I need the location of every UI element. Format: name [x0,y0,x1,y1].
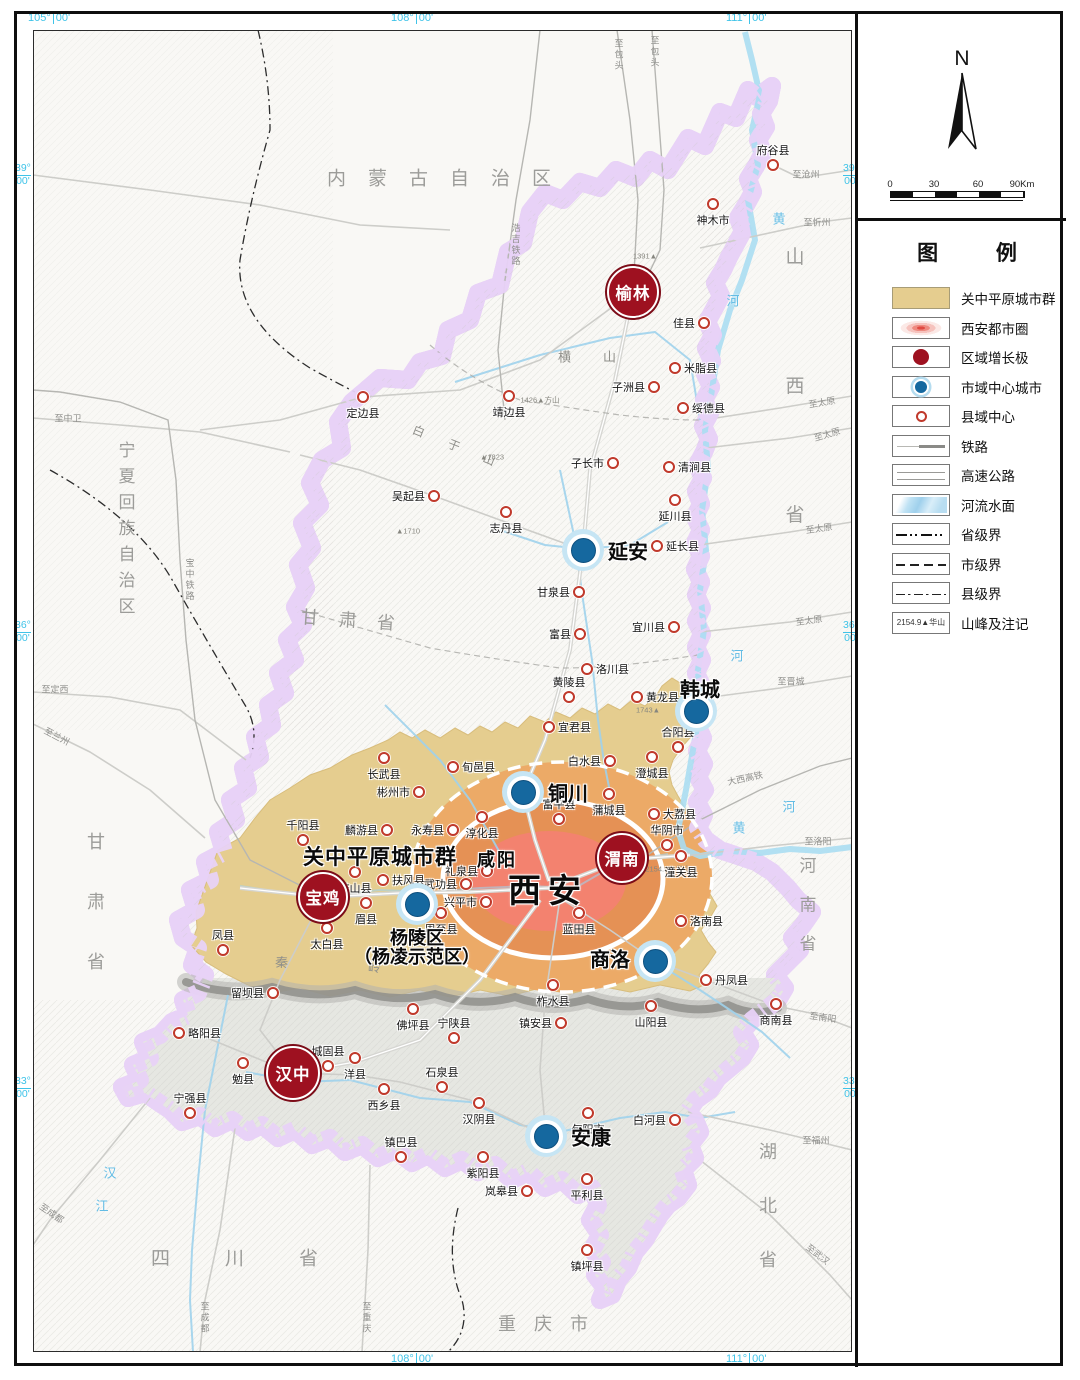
legend-item: 县域中心 [892,405,1058,427]
scale-tick-label: 60 [972,179,984,190]
legend-swatch-area-icon [892,287,950,309]
north-label: N [954,47,970,70]
legend-item: 区域增长极 [892,346,1058,368]
legend-item: 县级界 [892,582,1058,604]
legend-title: 图 例 [917,242,1043,265]
legend-item: 关中平原城市群 [892,287,1058,309]
compass-scale-box: N 0 30 60 90Km [858,11,1066,221]
legend-item-label: 区域增长极 [961,351,1029,366]
legend-item: 2154.9▲华山 山峰及注记 [892,611,1058,634]
legend-item-label: 省级界 [961,528,1002,543]
legend-item-label: 市域中心城市 [961,380,1042,396]
legend-item: 市级界 [892,552,1058,575]
scale-tick-label: 0 [887,179,893,190]
legend-swatch-pline-icon [892,523,950,545]
legend-swatch-cline-icon [892,552,950,575]
legend-swatch-railway-icon [892,434,950,457]
legend-items: 关中平原城市群 西安都市圈区域增长极市域中心城市 县域中心铁路高速公路河流水面省级界… [892,287,1058,634]
legend-swatch-xline-icon [892,582,950,604]
scale-bar-segments [890,191,1025,198]
legend-item-label: 市级界 [961,557,1002,573]
scale-bar-labels: 0 30 60 90Km [887,179,1040,191]
legend-item-label: 铁路 [961,439,988,455]
side-panel: N 0 30 60 90Km 图 例 关中平原城市群 西安都市圈区域增长极市域中心城市县… [855,11,1066,1367]
legend-item: 高速公路 [892,464,1058,486]
legend-item-label: 西安都市圈 [961,321,1029,337]
legend-item: 河流水面 [892,493,1058,516]
scale-bar: 0 30 60 90Km [887,179,1040,201]
legend: 图 例 关中平原城市群 西安都市圈区域增长极市域中心城市 县域中心铁路高速公路河流水… [858,221,1066,634]
scale-bar-line [890,199,1023,201]
legend-swatch-metro-icon [892,316,950,339]
legend-item: 市域中心城市 [892,375,1058,398]
legend-item-label: 关中平原城市群 [961,292,1056,307]
scale-tick-label: 90Km [1009,179,1035,190]
legend-swatch-peak-icon: 2154.9▲华山 [892,611,950,634]
legend-item-label: 高速公路 [961,469,1015,484]
legend-swatch-river-icon [892,493,950,516]
legend-item: 西安都市圈 [892,316,1058,339]
legend-item-label: 河流水面 [961,498,1015,514]
legend-item-label: 县域中心 [961,410,1015,425]
legend-swatch-county-icon [892,405,950,427]
north-arrow-icon [948,72,977,150]
legend-item-label: 县级界 [961,587,1002,602]
legend-item-label: 山峰及注记 [961,616,1029,632]
legend-swatch-highway-icon [892,464,950,486]
legend-item: 铁路 [892,434,1058,457]
scale-tick-label: 30 [928,179,940,190]
legend-item: 省级界 [892,523,1058,545]
legend-swatch-growth-icon [892,346,950,368]
legend-swatch-center-icon [892,375,950,398]
